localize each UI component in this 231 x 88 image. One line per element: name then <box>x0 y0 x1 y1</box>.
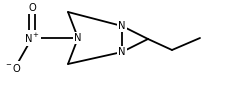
Text: N$^+$: N$^+$ <box>24 31 40 45</box>
Text: N: N <box>74 33 81 43</box>
Text: N: N <box>118 47 125 57</box>
Text: N: N <box>118 21 125 31</box>
Text: O: O <box>28 3 36 13</box>
Text: $^-$O: $^-$O <box>4 62 22 74</box>
